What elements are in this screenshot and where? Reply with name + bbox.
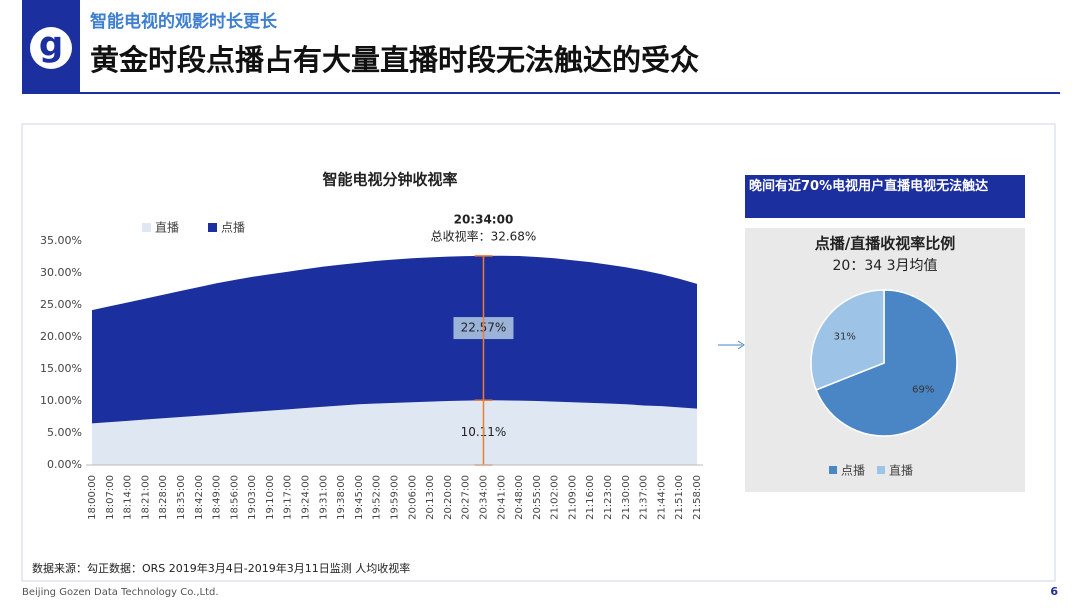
logo-circle [30, 27, 72, 69]
x-tick-label: 21:58:00 [692, 475, 703, 520]
area [92, 400, 697, 465]
x-tick-label: 19:31:00 [318, 475, 329, 520]
x-tick-label: 20:55:00 [532, 475, 543, 520]
callout: 晚间有近70%电视用户直播电视无法触达 [749, 179, 989, 194]
x-tick-label: 18:49:00 [212, 475, 223, 520]
y-tick-label: 5.00% [47, 426, 82, 439]
callout-wrap: 晚间有近70%电视用户直播电视无法触达 [749, 179, 989, 194]
x-tick-label: 21:44:00 [656, 475, 667, 520]
x-tick-label: 18:35:00 [176, 475, 187, 520]
annotation: 20:34:00 [454, 213, 514, 227]
chart-title: 智能电视分钟收视率 [322, 171, 457, 189]
x-tick-label: 21:23:00 [603, 475, 614, 520]
x-tick-label: 18:28:00 [158, 475, 169, 520]
x-tick-label: 18:14:00 [123, 475, 134, 520]
x-tick-label: 19:59:00 [390, 475, 401, 520]
y-tick-label: 15.00% [40, 362, 82, 375]
y-tick-label: 25.00% [40, 298, 82, 311]
y-tick-label: 10.00% [40, 394, 82, 407]
pie-slice [810, 289, 885, 391]
x-tick-label: 20:27:00 [461, 475, 472, 520]
x-tick-label: 21:37:00 [639, 475, 650, 520]
legend-label: 直播 [889, 464, 913, 478]
x-tick-label: 18:00:00 [87, 475, 98, 520]
legend-swatch [142, 223, 151, 232]
legend-swatch [208, 223, 217, 232]
logo: g [39, 25, 63, 65]
kicker: 智能电视的观影时长更长 [90, 11, 278, 32]
x-tick-label: 21:30:00 [621, 475, 632, 520]
x-tick-label: 20:41:00 [496, 475, 507, 520]
x-tick-label: 21:09:00 [567, 475, 578, 520]
chart-frame [21, 123, 1056, 582]
x-tick-label: 20:13:00 [425, 475, 436, 520]
page-number: 6 [1050, 585, 1058, 598]
source: 数据来源：勾正数据：ORS 2019年3月4日-2019年3月11日监测 人均收… [32, 561, 410, 575]
y-tick-label: 35.00% [40, 234, 82, 247]
x-tick-label: 18:56:00 [229, 475, 240, 520]
annotation: 总收视率：32.68% [431, 229, 537, 244]
x-tick-label: 19:10:00 [265, 475, 276, 520]
x-tick-label: 18:42:00 [194, 475, 205, 520]
x-tick-label: 18:07:00 [105, 475, 116, 520]
legend-label: 直播 [155, 221, 179, 235]
pie-slice [815, 289, 958, 437]
x-tick-label: 19:38:00 [336, 475, 347, 520]
footer-company: Beijing Gozen Data Technology Co.,Ltd. [22, 587, 219, 598]
x-tick-label: 18:21:00 [140, 475, 151, 520]
x-tick-label: 19:03:00 [247, 475, 258, 520]
x-tick-label: 20:20:00 [443, 475, 454, 520]
x-tick-label: 21:02:00 [550, 475, 561, 520]
x-tick-label: 19:17:00 [283, 475, 294, 520]
pie-title: 点播/直播收视率比例 [815, 235, 955, 253]
arrow-head [737, 340, 745, 350]
legend-label: 点播 [841, 464, 865, 478]
data-label: 69% [912, 385, 934, 396]
area [92, 255, 697, 424]
legend-swatch [829, 466, 837, 474]
x-tick-label: 19:24:00 [301, 475, 312, 520]
legend-swatch [877, 466, 885, 474]
data-label: 31% [834, 331, 856, 342]
x-tick-label: 21:51:00 [674, 475, 685, 520]
x-tick-label: 21:16:00 [585, 475, 596, 520]
legend-label: 点播 [221, 221, 245, 235]
x-tick-label: 20:06:00 [407, 475, 418, 520]
pie-subtitle: 20：34 3月均值 [833, 258, 938, 274]
x-tick-label: 19:45:00 [354, 475, 365, 520]
y-tick-label: 20.00% [40, 330, 82, 343]
slide-title: 黄金时段点播占有大量直播时段无法触达的受众 [90, 43, 699, 77]
x-tick-label: 20:48:00 [514, 475, 525, 520]
y-tick-label: 30.00% [40, 266, 82, 279]
callout-box [745, 175, 1025, 218]
x-tick-label: 20:34:00 [478, 475, 489, 520]
x-tick-label: 19:52:00 [372, 475, 383, 520]
y-tick-label: 0.00% [47, 458, 82, 471]
